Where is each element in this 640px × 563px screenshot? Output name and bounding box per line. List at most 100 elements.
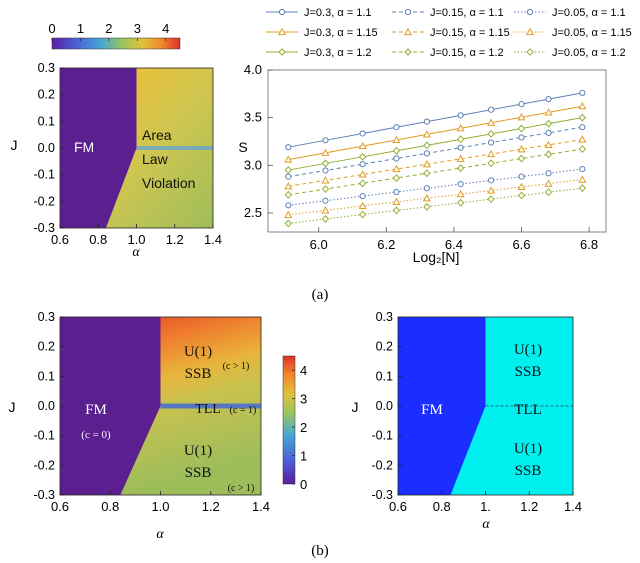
phase-xtick-label: 1.4 [564,499,582,514]
linechart-ytick-label: 3.5 [244,110,262,125]
legend-label-1: J=0.3, α = 1.15 [304,27,378,39]
heatmap-a-ytick-label: 0.2 [38,88,55,102]
heatmap-a-ytick-label: -0.3 [33,221,55,235]
heatmap-b-ytick-label: -0.2 [33,458,55,472]
legend-marker-1 [277,27,287,36]
series-point-3 [322,167,329,174]
series-point-7 [517,182,526,190]
phase-xtick-label: 0.6 [389,499,407,514]
series-point-7 [544,179,553,187]
legend-label-5: J=0.15, α = 1.2 [430,47,504,59]
label-tll-r: TLL [514,402,542,418]
label-a: (a) [312,287,329,303]
series-point-5 [321,185,330,193]
series-point-4 [456,154,465,162]
colorbar-b-tick-label: 3 [300,392,307,407]
label-fm-r: FM [421,402,443,418]
panel-b-left: FM (c = 0) U(1) SSB (c > 1) TLL (c = 1) … [9,310,308,542]
heatmap-a-xtick-label: 1.0 [127,232,145,247]
heatmap-a-ytick-label: -0.2 [33,194,55,208]
linechart-xtick-label: 6.6 [512,237,530,252]
series-point-6 [518,173,525,180]
heatmap-b-xtick-label: 1.2 [202,499,220,514]
series-point-2 [487,129,495,138]
series-point-6 [487,177,495,184]
legend-marker-4 [403,27,413,36]
series-point-7 [422,193,431,202]
series-point-5 [358,179,367,188]
label-fm-b: FM [85,402,107,418]
series-point-6 [359,193,366,200]
heatmap-a-ytick-label: 0.1 [38,114,55,128]
series-line-5 [288,148,583,196]
series-point-6 [423,185,430,192]
heatmap-a-xtick-label: 1.2 [166,232,184,247]
series-point-8 [392,206,401,215]
series-point-0 [359,130,366,137]
series-point-7 [392,197,401,205]
label-b: (b) [311,543,329,559]
series-point-5 [544,150,553,159]
legend-label-3: J=0.15, α = 1.1 [430,7,504,19]
colorbar-a-tick-label: 3 [134,21,141,36]
ylabel-a-right: S [238,139,247,155]
heatmap-a-xtick-label: 0.8 [89,232,107,247]
series-point-8 [321,215,330,223]
legend-a: J=0.3, α = 1.1 J=0.3, α = 1.15 J=0.3, α = … [266,7,632,59]
series-point-8 [487,195,495,204]
label-tll-b: TLL [195,402,221,417]
phase-ytick-label: -0.1 [371,429,393,443]
phase-ytick-label: -0.2 [371,458,393,472]
heatmap-b-xtick-label: 1.0 [151,499,169,514]
phase-ytick-label: 0.3 [376,310,393,324]
series-point-2 [456,135,465,144]
series-point-4 [544,140,553,149]
phase-fm-region [398,317,486,495]
ylabel-b-left: J [9,399,16,415]
series-line-4 [288,139,583,187]
series-point-5 [578,145,587,154]
series-point-3 [487,139,495,146]
colorbar-a-tick-label: 0 [48,21,55,36]
heatmap-a-xtick-label: 0.6 [51,232,69,247]
heatmap-a-ytick-label: -0.1 [33,168,55,182]
series-point-2 [284,166,292,174]
series-point-8 [284,219,292,228]
series-point-6 [322,197,329,204]
colorbar-a-gradient [51,37,181,50]
colorbar-b-tick-label: 0 [300,477,307,492]
series-point-6 [285,202,292,209]
label-ssb-top-r-2: SSB [515,364,542,380]
series-point-6 [545,170,552,177]
linechart-ytick-label: 2.5 [244,205,262,220]
series-point-8 [517,191,526,200]
colorbar-b: 4 3 2 1 0 [282,355,307,492]
xlabel-b-left: α [156,527,164,542]
series-point-4 [422,160,431,168]
heatmap-a-ytick-label: 0.3 [38,61,55,75]
series-point-5 [284,190,292,199]
label-violation-a: Violation [142,175,195,191]
series-point-3 [579,124,586,131]
legend-marker-5 [404,48,412,56]
series-point-0 [518,101,525,108]
panel-a-left: 0 1 2 3 4 FM Area Law Violation 0.6 0.8 1.0 1.2… [11,21,223,260]
series-point-0 [545,96,552,103]
phase-xtick-label: 0.8 [433,499,451,514]
series-point-8 [358,210,367,219]
series-line-6 [288,168,583,206]
legend-label-6: J=0.05, α = 1.1 [552,7,626,19]
label-fm-b-sub: (c = 0) [81,429,111,441]
legend-marker-7 [525,27,535,36]
series-point-1 [517,113,526,121]
legend-label-2: J=0.3, α = 1.2 [304,47,372,59]
colorbar-a-tick-label: 2 [105,21,112,36]
linechart-ytick-label: 4.0 [244,62,262,77]
series-point-7 [358,201,367,210]
series-point-5 [487,159,495,168]
colorbar-a-tick-label: 4 [162,21,169,36]
legend-marker-3 [404,8,412,16]
ylabel-a-left: J [11,137,18,153]
series-point-2 [517,124,526,133]
series-point-3 [518,134,525,141]
